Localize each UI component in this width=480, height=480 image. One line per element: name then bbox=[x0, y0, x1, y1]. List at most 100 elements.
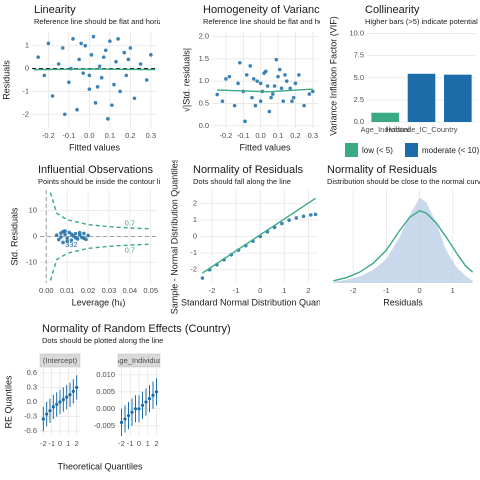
facet-strip bbox=[117, 353, 161, 368]
point bbox=[277, 67, 282, 72]
point bbox=[57, 237, 61, 242]
point bbox=[290, 99, 294, 104]
point bbox=[75, 385, 79, 390]
point bbox=[65, 395, 69, 399]
x-axis-label: Standard Normal Distribution Quantiles bbox=[181, 297, 338, 307]
x-tick-label: -1 bbox=[48, 439, 55, 448]
point bbox=[284, 79, 289, 83]
point bbox=[112, 82, 116, 87]
point bbox=[77, 57, 81, 62]
x-tick-label: 0.2 bbox=[290, 131, 300, 140]
x-tick-label: 2 bbox=[306, 286, 310, 295]
point bbox=[58, 400, 62, 404]
point bbox=[93, 101, 98, 105]
point bbox=[89, 53, 94, 57]
y-tick-label: 0.3 bbox=[27, 382, 37, 391]
y-axis-label: Variance Inflation Factor (VIF) bbox=[328, 16, 338, 135]
point bbox=[130, 410, 134, 414]
x-tick-label: 2 bbox=[75, 439, 79, 448]
point bbox=[62, 112, 67, 117]
x-tick-label: 0.1 bbox=[273, 131, 283, 140]
legend-label: low (< 5) bbox=[362, 146, 393, 155]
x-tick-label: 0.3 bbox=[146, 131, 156, 140]
point bbox=[36, 55, 40, 59]
x-tick-label: 0.0 bbox=[84, 131, 94, 140]
point bbox=[42, 73, 47, 78]
y-tick-label: 0.0 bbox=[354, 117, 364, 126]
point bbox=[63, 229, 67, 233]
point bbox=[301, 214, 306, 219]
point bbox=[82, 236, 86, 241]
point bbox=[224, 77, 228, 81]
panel-title: Influential Observations bbox=[38, 164, 153, 176]
point bbox=[71, 37, 75, 41]
point bbox=[144, 400, 148, 404]
y-tick-label: 0.005 bbox=[96, 387, 115, 396]
point bbox=[215, 92, 220, 97]
y-tick-label: 0 bbox=[25, 64, 29, 73]
panel-subtitle: Distribution should be close to the norm… bbox=[327, 177, 480, 186]
legend-label: moderate (< 10) bbox=[422, 146, 479, 155]
y-tick-label: 1.5 bbox=[199, 54, 209, 63]
panel-subtitle: Higher bars (>5) indicate potential coll… bbox=[365, 17, 480, 26]
point bbox=[297, 73, 301, 77]
point bbox=[149, 53, 153, 57]
y-tick-label: 1 bbox=[25, 41, 29, 50]
point bbox=[154, 390, 159, 394]
annotation: 0.7 bbox=[125, 246, 135, 255]
fit-line bbox=[202, 197, 316, 274]
point bbox=[108, 39, 112, 43]
x-tick-label: 0.0 bbox=[255, 131, 265, 140]
x-tick-label: 2 bbox=[154, 439, 158, 448]
y-tick-label: 0.6 bbox=[27, 368, 37, 377]
point bbox=[255, 79, 259, 83]
y-tick-label: 0.0 bbox=[27, 397, 37, 406]
x-tick-label: -1 bbox=[383, 286, 390, 295]
point bbox=[46, 41, 51, 46]
x-tick-label: 0 bbox=[137, 439, 141, 448]
point bbox=[103, 48, 108, 53]
point bbox=[294, 216, 299, 220]
panel-title: Homogeneity of Variance bbox=[203, 4, 326, 16]
point bbox=[116, 37, 120, 41]
point bbox=[281, 99, 286, 104]
x-tick-label: -2 bbox=[118, 439, 125, 448]
point bbox=[140, 403, 145, 407]
x-axis-label: Theoretical Quantiles bbox=[57, 461, 143, 471]
point bbox=[313, 212, 318, 217]
point bbox=[272, 84, 277, 88]
point bbox=[128, 46, 133, 50]
point bbox=[279, 86, 284, 91]
y-tick-label: 7.5 bbox=[354, 51, 364, 60]
point bbox=[60, 46, 65, 50]
x-axis-label: Fitted values bbox=[69, 142, 121, 152]
x-tick-label: -1 bbox=[127, 439, 134, 448]
point bbox=[126, 57, 131, 62]
x-tick-label: -0.2 bbox=[219, 131, 232, 140]
point bbox=[48, 409, 52, 413]
x-tick-label: 0.01 bbox=[60, 286, 75, 295]
point bbox=[232, 103, 237, 108]
point bbox=[200, 276, 205, 280]
point bbox=[69, 232, 74, 236]
x-tick-label: 1 bbox=[282, 286, 286, 295]
fit-line bbox=[34, 68, 155, 71]
point bbox=[61, 397, 65, 402]
x-tick-label: 0.00 bbox=[39, 286, 54, 295]
y-tick-label: -10 bbox=[26, 257, 37, 266]
panel-subtitle: Reference line should be flat and horizo… bbox=[34, 17, 179, 26]
point bbox=[132, 96, 137, 101]
panel-title: Normality of Random Effects (Country) bbox=[42, 323, 231, 335]
point bbox=[258, 99, 263, 104]
panel-title: Collinearity bbox=[365, 4, 420, 16]
y-tick-label: 10 bbox=[29, 206, 37, 215]
point bbox=[124, 73, 129, 78]
point bbox=[81, 71, 86, 75]
point bbox=[73, 235, 78, 240]
point bbox=[69, 238, 74, 242]
point bbox=[122, 50, 127, 55]
bar bbox=[371, 112, 399, 122]
point bbox=[54, 233, 59, 238]
